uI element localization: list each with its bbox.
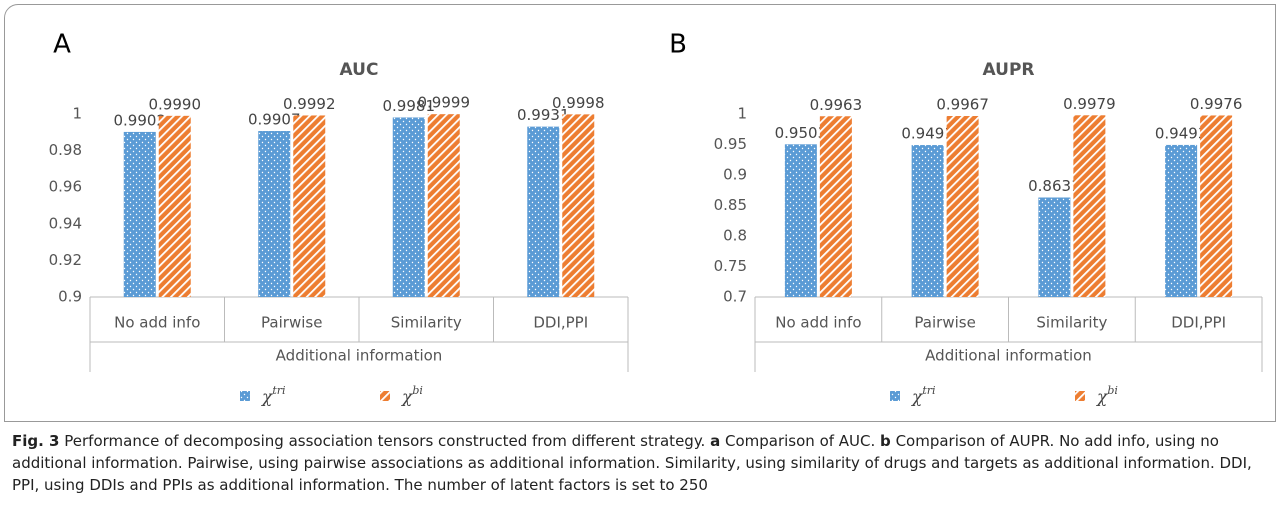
y-tick-label: 0.92	[49, 251, 82, 269]
x-tick-label: No add info	[775, 314, 861, 332]
bar	[1200, 115, 1233, 298]
data-label: 0.9981	[383, 97, 436, 115]
x-tick-label: DDI,PPI	[533, 314, 588, 332]
bar	[819, 116, 852, 297]
data-label: 0.9979	[1063, 95, 1116, 113]
data-label: 0.9976	[1190, 95, 1243, 113]
legend-swatch	[240, 391, 250, 401]
y-tick-label: 0.8	[723, 227, 747, 245]
y-tick-label: 0.98	[49, 141, 82, 159]
data-label: 0.9990	[149, 95, 202, 113]
caption-text: b	[880, 432, 891, 450]
data-label: 0.9493	[1155, 124, 1208, 142]
data-label: 0.9907	[248, 111, 301, 129]
bar	[527, 126, 560, 297]
caption-text: Fig. 3	[12, 432, 60, 450]
y-tick-label: 0.95	[714, 135, 747, 153]
y-tick-label: 1	[72, 105, 82, 123]
bar	[562, 114, 595, 297]
y-tick-label: 0.9	[723, 166, 747, 184]
data-label: 0.8631	[1028, 177, 1081, 195]
panel-label: B	[669, 30, 687, 60]
x-tick-label: Similarity	[1036, 314, 1107, 332]
caption-text: a	[710, 432, 721, 450]
y-tick-label: 0.7	[723, 288, 747, 306]
caption: Fig. 3 Performance of decomposing associ…	[12, 430, 1272, 496]
x-tick-label: Pairwise	[261, 314, 322, 332]
bar	[946, 116, 979, 297]
y-tick-label: 0.94	[49, 214, 82, 232]
data-label: 0.9491	[901, 125, 954, 143]
bar	[158, 115, 191, 297]
bar	[911, 145, 944, 297]
x-axis-title: Additional information	[925, 347, 1092, 365]
bar	[784, 144, 817, 297]
bar	[123, 131, 156, 297]
y-tick-label: 0.85	[714, 196, 747, 214]
chart-title: AUC	[340, 60, 379, 80]
data-label: 0.9931	[517, 106, 570, 124]
data-label: 0.9992	[283, 95, 336, 113]
bar	[293, 115, 326, 298]
caption-text: Comparison of AUC.	[720, 432, 881, 450]
data-label: 0.9963	[810, 96, 863, 114]
data-label: 0.9902	[114, 111, 167, 129]
bar	[258, 131, 291, 297]
y-tick-label: 0.75	[714, 257, 747, 275]
legend-label: χtri	[911, 384, 936, 408]
legend-swatch	[380, 391, 390, 401]
legend-swatch	[890, 391, 900, 401]
legend-label: χbi	[1096, 384, 1118, 408]
figure: A AUC 0.9 0.92 0.94 0.96 0.98 1 Additional infor…	[49, 30, 1263, 408]
x-axis-title: Additional information	[276, 347, 443, 365]
data-label: 0.9998	[552, 94, 605, 112]
bar	[1073, 115, 1106, 297]
chart-title: AUPR	[983, 60, 1035, 80]
data-label: 0.9967	[936, 96, 989, 114]
x-tick-label: DDI,PPI	[1171, 314, 1226, 332]
caption-text: Comparison of AUPR. No add info, using n…	[12, 432, 1252, 494]
x-tick-label: Pairwise	[914, 314, 975, 332]
legend-label: χbi	[401, 384, 423, 408]
bar	[392, 117, 425, 298]
caption-text: Performance of decomposing association t…	[59, 432, 711, 450]
y-tick-label: 0.9	[58, 288, 82, 306]
legend-label: χtri	[261, 384, 286, 408]
data-label: 0.9503	[775, 124, 828, 142]
data-label: 0.9999	[418, 94, 471, 112]
figure-frame	[4, 4, 1276, 422]
panel-label: A	[53, 30, 71, 60]
bar	[427, 114, 460, 297]
bar	[1165, 144, 1198, 297]
bar	[1038, 197, 1071, 297]
y-tick-label: 1	[737, 105, 747, 123]
x-tick-label: No add info	[114, 314, 200, 332]
x-tick-label: Similarity	[391, 314, 462, 332]
legend-swatch	[1075, 391, 1085, 401]
y-tick-label: 0.96	[49, 178, 82, 196]
